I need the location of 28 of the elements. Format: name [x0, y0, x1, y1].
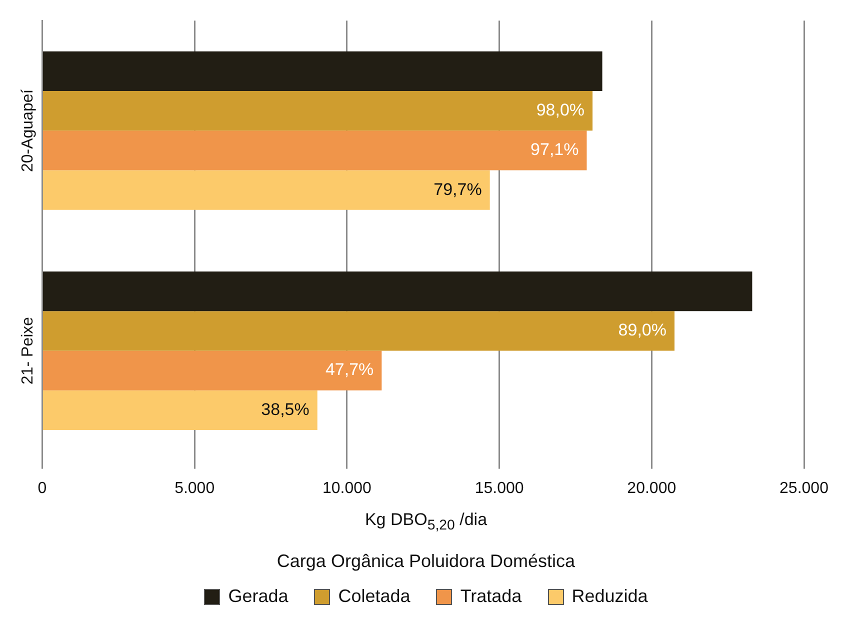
text: Carga Orgânica Poluidora Doméstica: [276, 551, 576, 572]
bar: [42, 350, 382, 390]
legend-label: Coletada: [337, 586, 410, 608]
legend-label: Reduzida: [570, 586, 648, 608]
x-tick-label: 0: [38, 480, 47, 497]
bar: [42, 91, 593, 131]
bar: [42, 170, 490, 210]
y-tick-label: 21- Peixe: [20, 316, 37, 385]
annotation: 79,7%: [434, 180, 482, 199]
annotation: 38,5%: [261, 400, 310, 419]
bar: [42, 390, 318, 430]
bar: [42, 311, 674, 351]
x-tick-label: 10.000: [322, 480, 372, 497]
x-axis-title: Kg DBO$_{5,20}$ /dia: [364, 510, 488, 534]
x-tick-label: 20.000: [627, 480, 676, 497]
bar: [42, 51, 602, 92]
legend-label: Tratada: [459, 586, 522, 608]
x-tick-label: 25.000: [780, 480, 829, 497]
x-tick-label: 15.000: [474, 480, 524, 497]
annotation: 97,1%: [530, 140, 579, 160]
x-tick-label: 5.000: [174, 480, 215, 497]
bar: [42, 130, 587, 170]
y-tick-label: 20-Aguapeí: [20, 88, 37, 172]
annotation: 89,0%: [618, 320, 666, 340]
annotation: 47,7%: [325, 360, 374, 380]
bar: [42, 272, 752, 312]
legend-label: Gerada: [227, 586, 288, 608]
annotation: 98,0%: [536, 100, 585, 120]
